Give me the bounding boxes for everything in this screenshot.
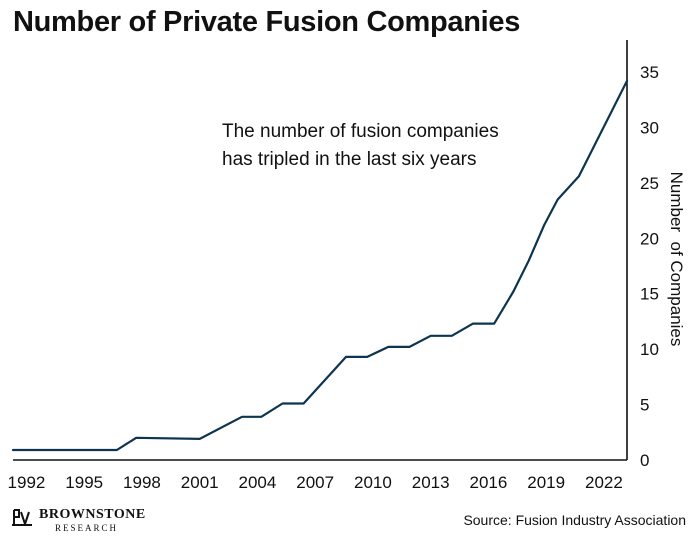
x-tick-label: 2013 (412, 473, 450, 492)
x-tick-label: 2004 (239, 473, 277, 492)
y-axis-ticks: 0 5 10 15 20 25 30 35 (640, 63, 659, 470)
y-tick-label: 10 (640, 340, 659, 359)
chart-annotation: The number of fusion companies has triple… (222, 121, 499, 170)
x-tick-label: 2022 (585, 473, 623, 492)
x-tick-label: 2007 (296, 473, 334, 492)
y-tick-label: 30 (640, 118, 659, 137)
series-lines (11, 79, 629, 452)
y-tick-label: 25 (640, 174, 659, 193)
logo-subtitle: RESEARCH (55, 523, 119, 533)
y-tick-label: 20 (640, 229, 659, 248)
y-tick-label: 35 (640, 63, 659, 82)
annotation-line: The number of fusion companies (222, 121, 499, 142)
x-tick-label: 2019 (527, 473, 565, 492)
logo-mark-icon (12, 509, 32, 526)
x-tick-label: 1998 (123, 473, 161, 492)
x-axis-ticks: 1992 1995 1998 2001 2004 2007 2010 2013 2016 2019… (8, 473, 623, 492)
logo-name: BROWNSTONE (39, 507, 146, 522)
annotation-line: has tripled in the last six years (222, 149, 477, 170)
x-tick-label: 2016 (470, 473, 508, 492)
x-tick-label: 2001 (181, 473, 219, 492)
y-axis-label: Number of Companies (667, 172, 686, 347)
x-tick-label: 2010 (354, 473, 392, 492)
x-tick-label: 1995 (65, 473, 103, 492)
series-line (11, 79, 629, 452)
source-note: Source: Fusion Industry Association (463, 512, 686, 528)
chart-title: Number of Private Fusion Companies (13, 6, 521, 38)
y-tick-label: 15 (640, 285, 659, 304)
y-tick-label: 5 (640, 396, 649, 415)
x-tick-label: 1992 (8, 473, 46, 492)
y-tick-label: 0 (640, 451, 649, 470)
chart-axes (13, 40, 628, 461)
